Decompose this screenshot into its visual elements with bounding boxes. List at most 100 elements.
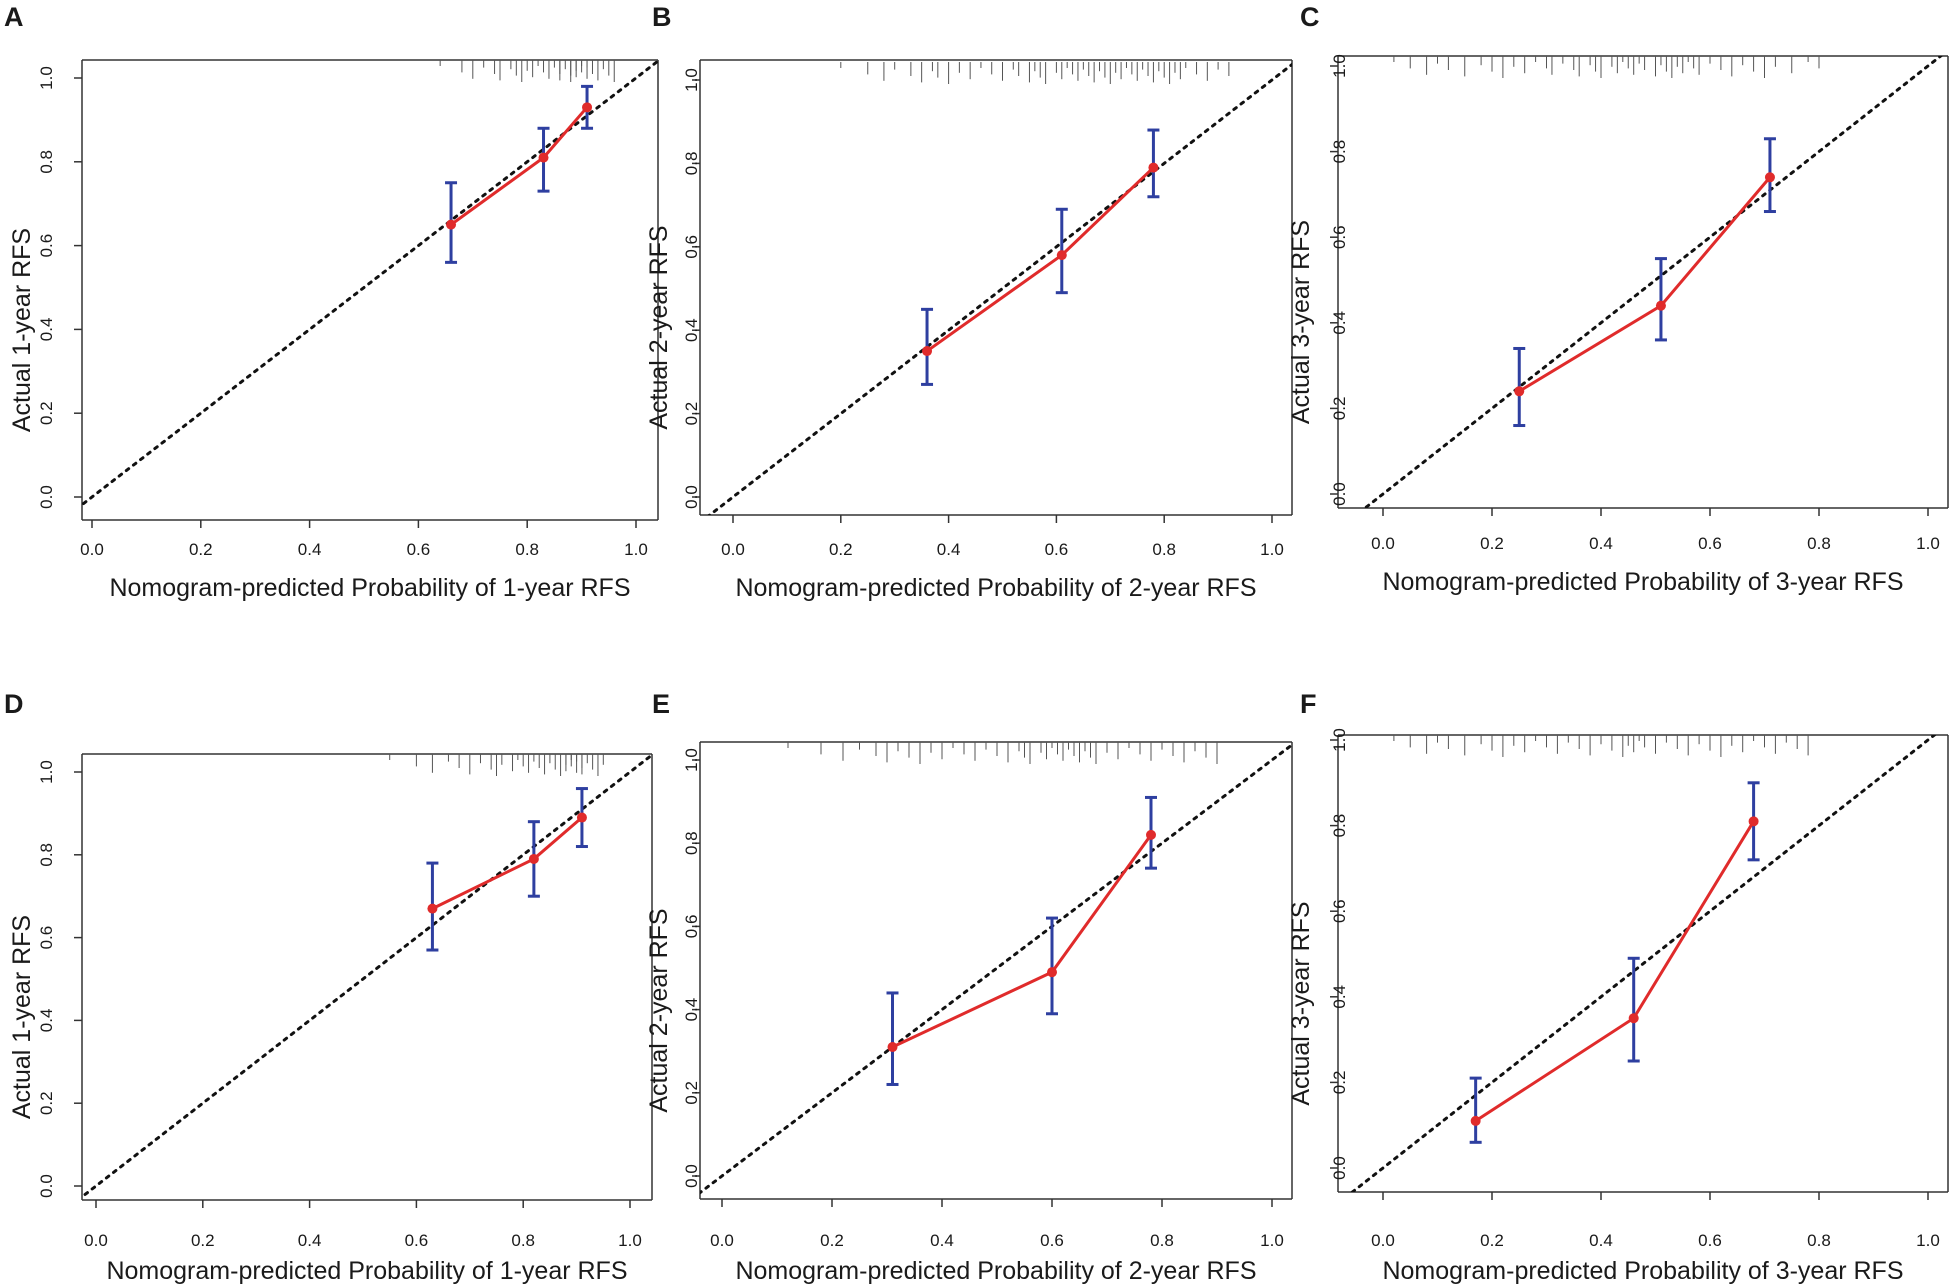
y-tick-label: 0.4 — [682, 318, 701, 342]
calibration-line — [926, 166, 1155, 353]
x-tick-label: 0.2 — [189, 540, 213, 559]
y-tick-label: 0.0 — [37, 1174, 56, 1198]
x-axis-title: Nomogram-predicted Probability of 2-year… — [735, 574, 1256, 602]
calibration-point — [1655, 300, 1666, 311]
x-tick-label: 1.0 — [1916, 1231, 1940, 1250]
x-tick-label: 0.6 — [1698, 1231, 1722, 1250]
x-tick-label: 0.0 — [1371, 1231, 1395, 1250]
y-tick-label: 0.6 — [1330, 225, 1349, 249]
y-tick-label: 0.6 — [37, 234, 56, 258]
y-tick-label: 1.0 — [37, 66, 56, 90]
x-tick-label: 1.0 — [624, 540, 648, 559]
x-tick-label: 0.0 — [80, 540, 104, 559]
y-tick-label: 0.2 — [37, 401, 56, 425]
x-axis-title: Nomogram-predicted Probability of 1-year… — [106, 1257, 627, 1285]
ideal-reference-line — [1362, 56, 1944, 508]
calibration-panel-c: C 0.0 0.2 0.4 0.6 0.8 1.0 0.0 0.2 0.4 0.6 0.8 1.0 Nom… — [1287, 2, 1949, 596]
x-tick-label: 0.8 — [1807, 1231, 1831, 1250]
calibration-point — [538, 152, 549, 163]
y-tick-label: 0.4 — [1330, 311, 1349, 335]
x-tick-label: 0.4 — [1589, 1231, 1613, 1250]
panel-letter: A — [4, 2, 24, 32]
y-tick-label: 0.0 — [1330, 1156, 1349, 1180]
calibration-line — [1518, 176, 1772, 393]
y-tick-label: 0.6 — [37, 926, 56, 950]
y-tick-label: 0.8 — [682, 831, 701, 855]
calibration-point — [922, 346, 933, 357]
calibration-point — [576, 812, 587, 823]
x-tick-label: 0.4 — [937, 540, 961, 559]
x-tick-label: 0.0 — [721, 540, 745, 559]
x-tick-label: 0.6 — [405, 1231, 429, 1250]
x-tick-label: 0.2 — [191, 1231, 215, 1250]
calibration-line — [450, 106, 589, 226]
y-tick-label: 0.0 — [682, 485, 701, 509]
y-tick-label: 0.2 — [1330, 1071, 1349, 1095]
y-axis-title: Actual 2-year RFS — [645, 225, 673, 429]
x-tick-label: 0.6 — [1698, 534, 1722, 553]
x-tick-label: 1.0 — [1260, 1231, 1284, 1250]
calibration-panel-b: B0.0 0.2 0.4 0.6 0.8 1.00.00.20.40.60.81.0Nom… — [645, 2, 1293, 602]
x-tick-label: 0.2 — [1480, 1231, 1504, 1250]
ideal-reference-line — [82, 754, 652, 1199]
x-tick-label: 0.0 — [1371, 534, 1395, 553]
y-tick-label: 0.8 — [682, 152, 701, 176]
calibration-point — [1628, 1013, 1639, 1024]
y-tick-label: 1.0 — [37, 760, 56, 784]
x-tick-label: 0.4 — [930, 1231, 954, 1250]
calibration-point — [1146, 829, 1156, 840]
y-axis-title: Actual 1-year RFS — [8, 228, 36, 432]
calibration-panel-a: A 0.0 0.2 0.4 0.6 0.8 1.0 0.0 0.2 0.4 0.6 0.8 1.0 Nom… — [4, 2, 659, 602]
y-axis-title: Actual 3-year RFS — [1287, 901, 1315, 1105]
x-tick-label: 1.0 — [1260, 540, 1284, 559]
x-tick-label: 0.2 — [820, 1231, 844, 1250]
x-tick-label: 0.0 — [710, 1231, 734, 1250]
calibration-point — [427, 903, 438, 914]
calibration-panel-e: E0.0 0.2 0.4 0.6 0.8 1.00.00.20.40.60.81.0Nom… — [645, 689, 1293, 1285]
x-tick-label: 0.2 — [829, 540, 853, 559]
y-tick-label: 1.0 — [1330, 728, 1349, 752]
calibration-point — [582, 102, 593, 113]
panel-letter: F — [1300, 689, 1317, 719]
x-axis-title: Nomogram-predicted Probability of 1-year… — [109, 574, 630, 602]
y-tick-label: 0.2 — [682, 402, 701, 426]
x-tick-label: 0.6 — [407, 540, 431, 559]
panel-letter: E — [652, 689, 670, 719]
y-tick-label: 0.2 — [37, 1091, 56, 1115]
calibration-point — [1056, 250, 1067, 261]
panel-letter: B — [652, 2, 672, 32]
x-tick-label: 1.0 — [618, 1231, 642, 1250]
y-tick-label: 1.0 — [682, 748, 701, 772]
ideal-reference-line — [707, 62, 1292, 515]
y-tick-label: 0.8 — [1330, 140, 1349, 164]
panel-letter: C — [1300, 2, 1320, 32]
ideal-reference-line — [1350, 735, 1937, 1192]
x-axis-title: Nomogram-predicted Probability of 3-year… — [1382, 568, 1903, 596]
x-axis-title: Nomogram-predicted Probability of 3-year… — [1382, 1257, 1903, 1285]
x-tick-label: 0.4 — [298, 540, 322, 559]
y-tick-label: 0.0 — [37, 485, 56, 509]
y-tick-label: 0.6 — [682, 915, 701, 939]
y-tick-label: 0.4 — [37, 1009, 56, 1033]
calibration-panel-f: F 0.0 0.2 0.4 0.6 0.8 1.0 0.0 0.2 0.4 0.6 0.8 1.0 Nom… — [1287, 689, 1949, 1285]
x-tick-label: 0.8 — [511, 1231, 535, 1250]
calibration-line — [431, 816, 583, 910]
ideal-reference-line — [700, 742, 1292, 1195]
y-tick-label: 0.8 — [1330, 814, 1349, 838]
x-tick-label: 0.8 — [1152, 540, 1176, 559]
ideal-reference-line — [82, 60, 658, 507]
y-tick-label: 0.4 — [1330, 985, 1349, 1009]
calibration-point — [1148, 162, 1159, 173]
x-tick-label: 0.6 — [1045, 540, 1069, 559]
panel-letter: D — [4, 689, 24, 719]
x-tick-label: 0.4 — [298, 1231, 322, 1250]
x-tick-label: 0.8 — [1150, 1231, 1174, 1250]
y-tick-label: 0.2 — [1330, 397, 1349, 421]
calibration-point — [1047, 967, 1057, 978]
x-tick-label: 0.4 — [1589, 534, 1613, 553]
y-tick-label: 0.6 — [682, 235, 701, 259]
y-tick-label: 0.6 — [1330, 899, 1349, 923]
calibration-point — [446, 219, 457, 230]
y-tick-label: 1.0 — [1330, 54, 1349, 78]
